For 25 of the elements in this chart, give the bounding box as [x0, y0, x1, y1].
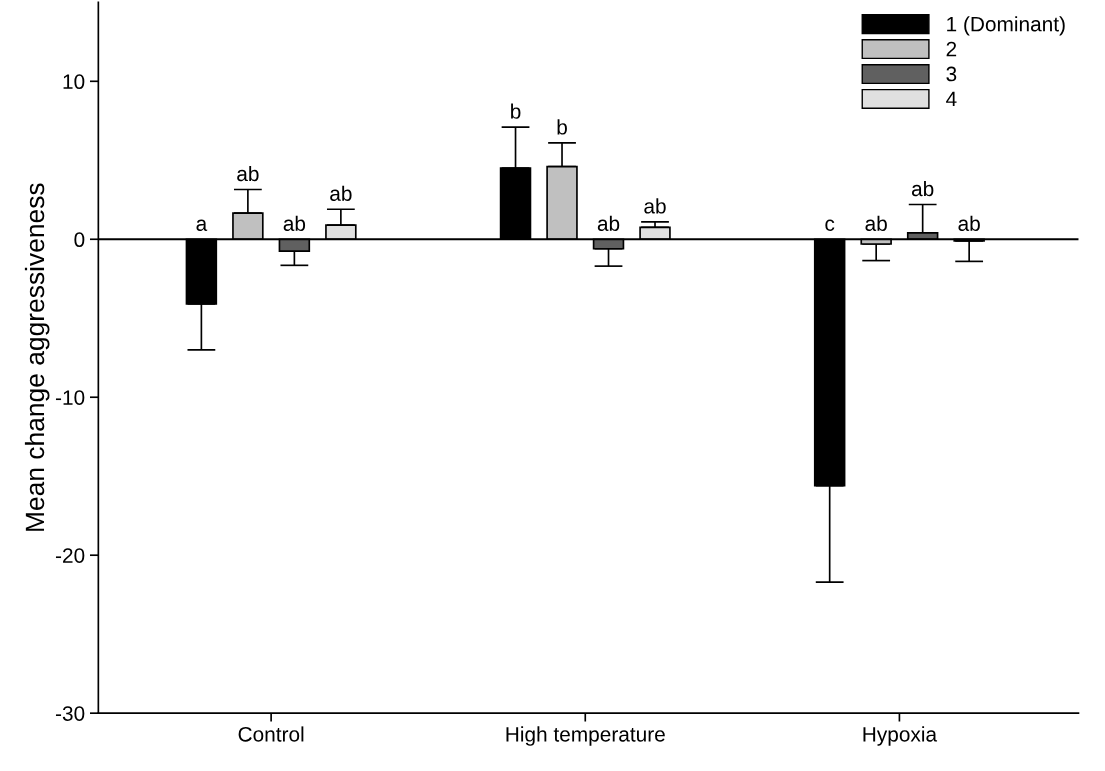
x-tick-label: High temperature	[506, 726, 665, 746]
data-label: ab	[958, 215, 980, 231]
legend-label: 2	[946, 41, 957, 57]
legend-label: 3	[946, 66, 957, 82]
data-label: ab	[597, 215, 620, 231]
data-label: b	[511, 103, 521, 119]
y-tick-label: -20	[55, 548, 85, 563]
data-label: b	[557, 119, 567, 135]
data-label: ab	[911, 180, 934, 197]
x-tick-label: Hypoxia	[863, 726, 938, 746]
data-label: ab	[330, 185, 352, 201]
y-tick-label: -10	[55, 390, 85, 405]
legend-label: 4	[946, 91, 957, 107]
y-tick-label: 0	[74, 232, 85, 248]
data-label: ab	[237, 165, 259, 182]
legend-label: 1 (Dominant)	[947, 16, 1065, 36]
x-tick-label: Control	[238, 726, 304, 742]
y-tick-label: 10	[63, 74, 85, 90]
y-axis-title: Mean change aggressiveness	[24, 183, 50, 531]
data-label: ab	[283, 215, 306, 231]
data-label: a	[196, 219, 208, 231]
y-tick-label: -30	[55, 706, 85, 721]
data-label: ab	[644, 198, 666, 214]
data-label: c	[825, 219, 835, 231]
data-label: ab	[865, 215, 887, 231]
